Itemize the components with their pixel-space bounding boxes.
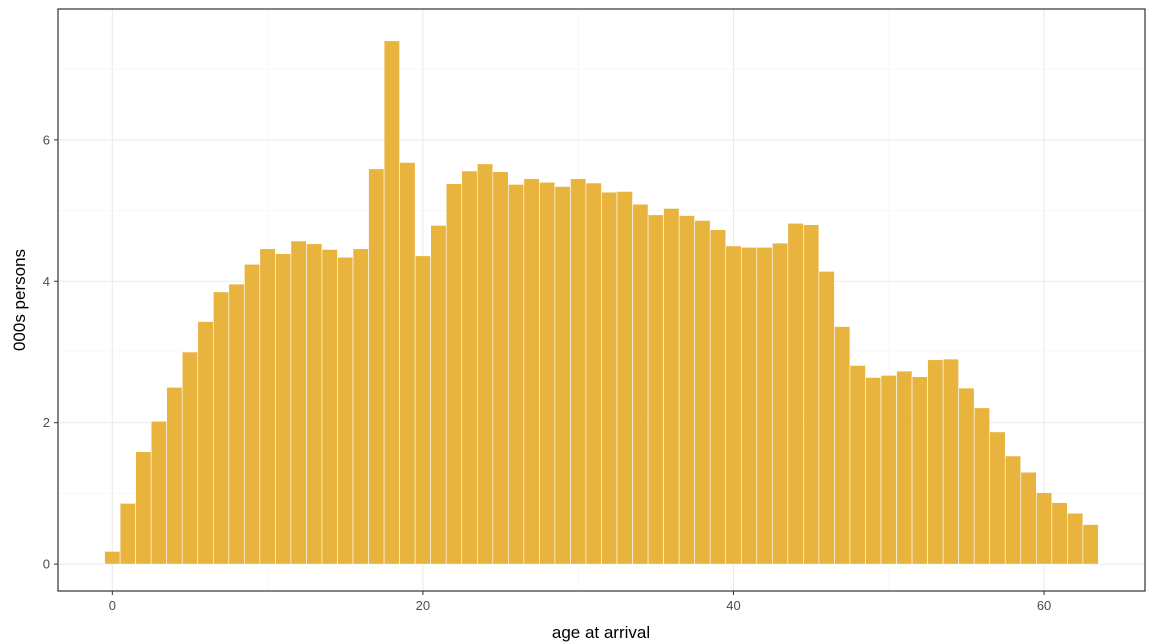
- histogram-bar: [275, 253, 292, 565]
- histogram-bar: [865, 377, 882, 565]
- histogram-bar: [1082, 524, 1099, 565]
- histogram-bar: [492, 171, 509, 565]
- histogram-bar: [508, 184, 525, 565]
- histogram-bar: [119, 503, 136, 565]
- histogram-bar: [197, 321, 214, 565]
- histogram-bar: [663, 208, 680, 565]
- histogram-bar: [694, 220, 711, 565]
- histogram-bar: [896, 370, 913, 565]
- histogram-bar: [927, 359, 944, 565]
- y-axis: 0 2 4 6: [43, 132, 58, 572]
- histogram-bar: [1036, 492, 1053, 565]
- histogram-bar: [1067, 512, 1084, 565]
- histogram-bar: [725, 245, 742, 565]
- histogram-bar: [880, 375, 897, 565]
- histogram-bar: [834, 326, 851, 565]
- histogram-bar: [772, 242, 789, 565]
- histogram-bar: [150, 420, 168, 565]
- x-tick-label: 20: [416, 598, 430, 613]
- histogram-bar: [989, 431, 1006, 565]
- histogram-bar: [616, 191, 633, 565]
- histogram-bar: [321, 249, 338, 565]
- histogram-bar: [135, 451, 152, 565]
- histogram-bar: [601, 191, 618, 565]
- x-axis-title: age at arrival: [552, 623, 650, 642]
- histogram-bar: [1051, 502, 1068, 565]
- histogram-bar: [383, 40, 400, 565]
- histogram-bar: [632, 203, 649, 565]
- histogram-bar: [259, 248, 276, 565]
- histogram-bar: [306, 243, 323, 565]
- histogram-bar: [554, 186, 571, 565]
- histogram-bar: [212, 291, 230, 565]
- histogram-bar: [461, 170, 478, 565]
- x-tick-label: 40: [726, 598, 740, 613]
- histogram-bar: [228, 283, 245, 565]
- histogram-bar: [414, 255, 431, 565]
- y-axis-title: 000s persons: [10, 249, 29, 351]
- histogram-bar: [523, 178, 540, 565]
- histogram-bar: [539, 181, 556, 565]
- histogram-bar: [849, 365, 866, 565]
- histogram-bar: [166, 387, 183, 565]
- histogram-bar: [740, 247, 758, 565]
- histogram-bar: [911, 376, 928, 565]
- histogram-bar: [181, 351, 199, 565]
- histogram-bar: [244, 263, 261, 565]
- histogram-bar: [803, 224, 820, 565]
- histogram-bar: [399, 162, 416, 565]
- histogram-bar: [445, 183, 463, 565]
- histogram-bar: [787, 222, 804, 565]
- histogram-bar: [958, 387, 975, 565]
- histogram-bar: [1020, 471, 1037, 565]
- x-axis: 0 20 40 60: [109, 591, 1051, 613]
- histogram-bar: [570, 178, 587, 565]
- histogram-bar: [368, 168, 385, 565]
- histogram-bar: [1004, 455, 1022, 565]
- histogram-bar: [476, 163, 494, 565]
- bars-group: [104, 40, 1099, 565]
- histogram-bar: [104, 551, 121, 565]
- histogram-bar: [709, 229, 727, 565]
- histogram-bar: [818, 271, 835, 565]
- histogram-bar: [430, 225, 447, 565]
- histogram-bar: [678, 215, 695, 565]
- y-tick-label: 0: [43, 557, 50, 572]
- y-tick-label: 4: [43, 274, 50, 289]
- x-tick-label: 0: [109, 598, 116, 613]
- y-tick-label: 6: [43, 132, 50, 147]
- histogram-bar: [973, 407, 991, 565]
- histogram-bar: [647, 214, 664, 565]
- histogram-bar: [756, 247, 773, 565]
- histogram-bar: [942, 358, 959, 565]
- histogram-bar: [585, 182, 602, 565]
- panel-border: [57, 8, 1146, 592]
- x-tick-label: 60: [1037, 598, 1051, 613]
- y-tick-label: 2: [43, 415, 50, 430]
- histogram-bar: [337, 256, 354, 565]
- histogram-bar: [290, 240, 307, 565]
- histogram-bar: [352, 248, 369, 565]
